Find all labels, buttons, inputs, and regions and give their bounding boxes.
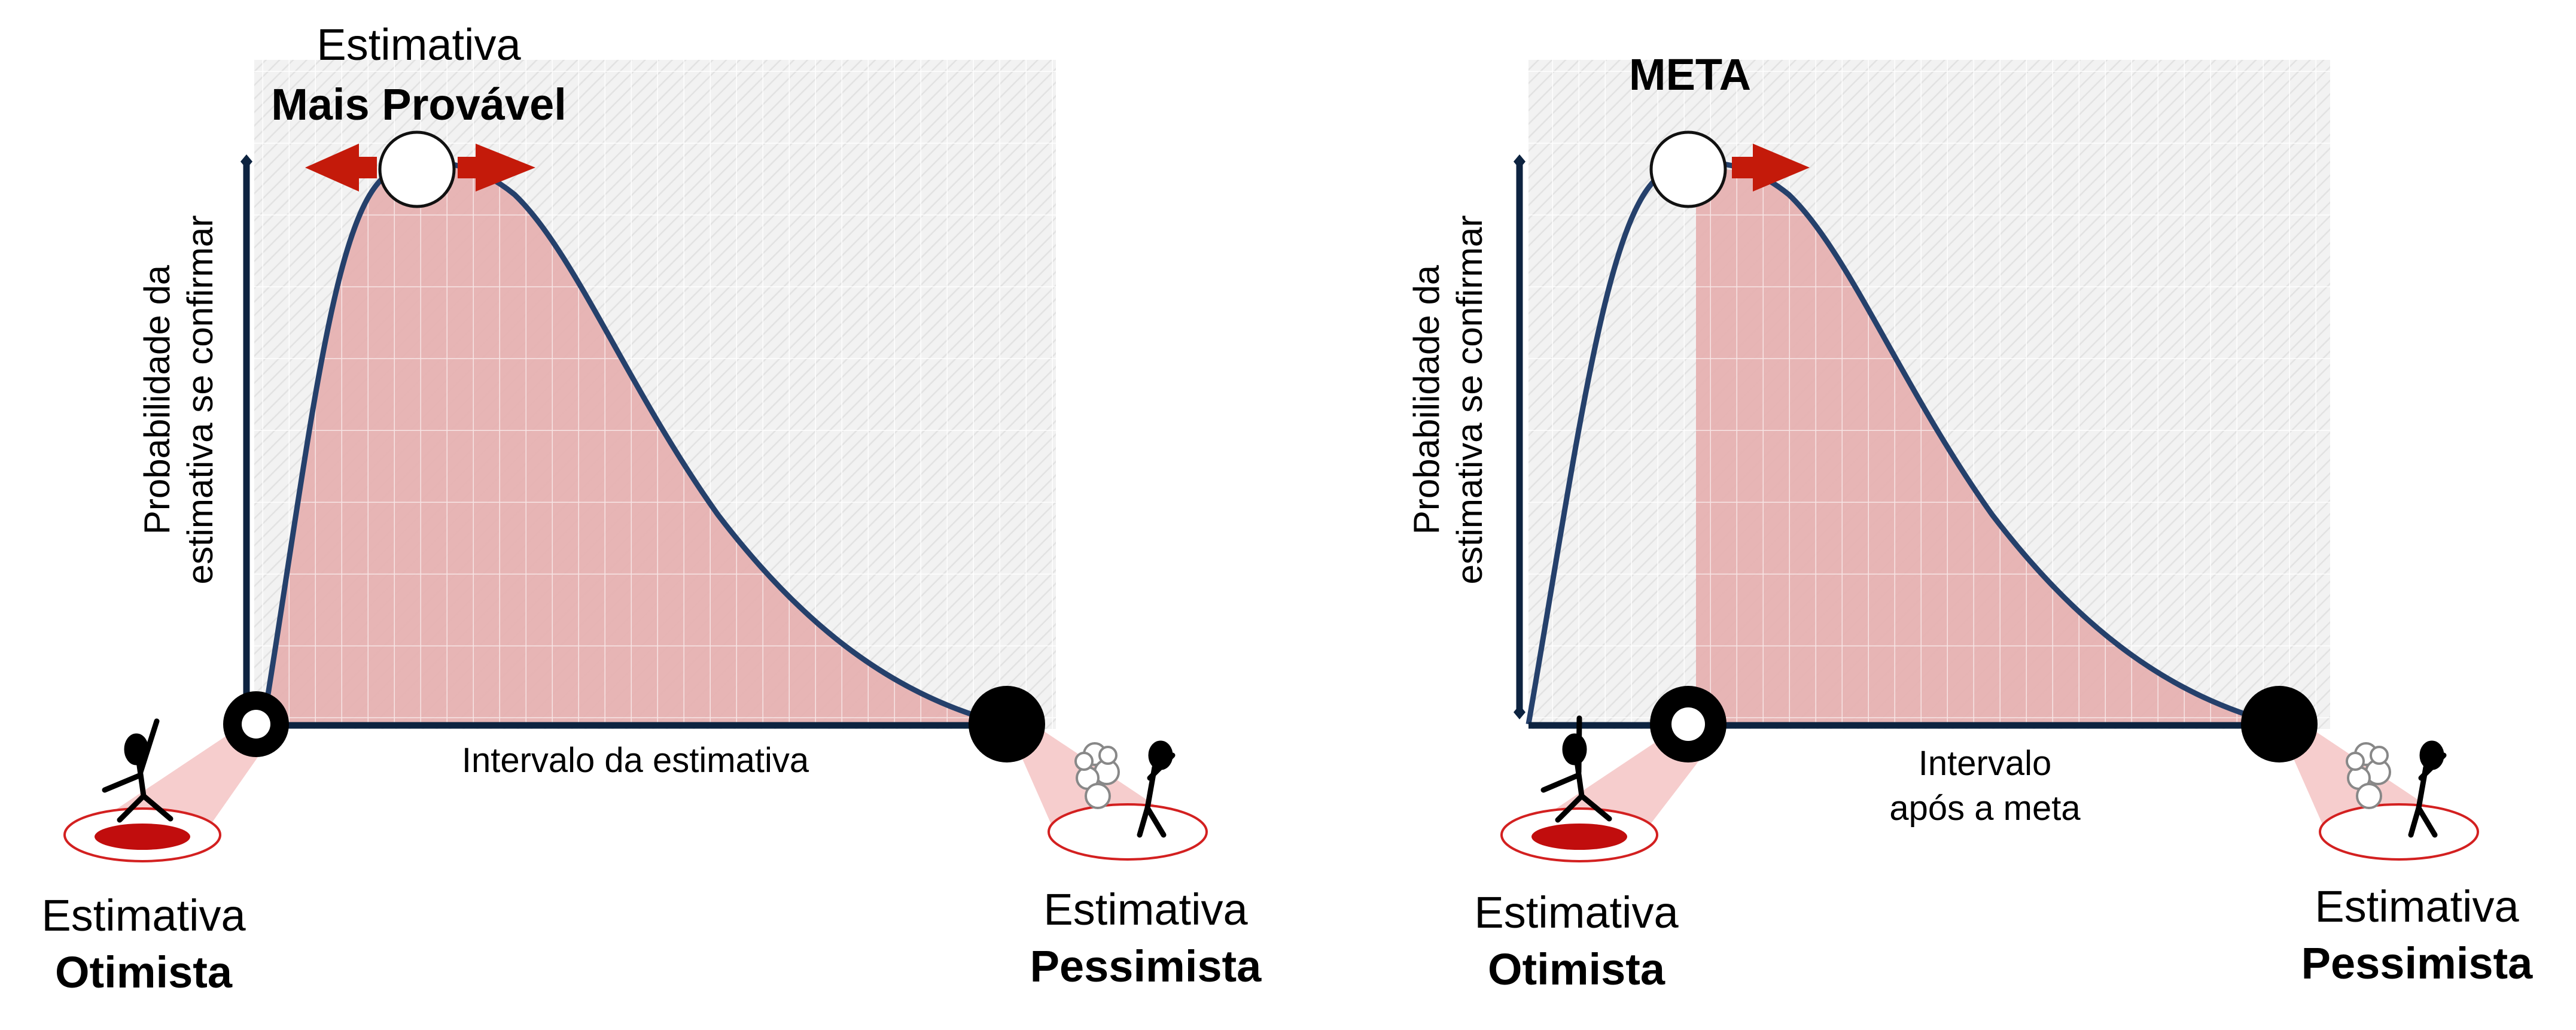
left-arrow-right-icon [458, 144, 535, 192]
right-y-axis-line1: Probabilidade da [1406, 265, 1447, 534]
right-pessimistic-line2: Pessimista [2301, 938, 2534, 988]
right-diagram: META Probabilidade da estimativa se conf… [1406, 50, 2533, 994]
right-x-axis-line2: após a meta [1889, 789, 2081, 828]
right-worried-stick-figure-icon [2346, 740, 2447, 838]
left-top-label: Estimativa [316, 20, 521, 69]
meta-marker [1649, 130, 1727, 208]
right-meta-base-marker-hole [1671, 707, 1705, 741]
left-shaded-area [263, 163, 1005, 724]
right-x-axis-line1: Intervalo [1919, 744, 2051, 783]
left-pessimistic-line2: Pessimista [1030, 941, 1262, 991]
right-optimistic-puddle [1531, 824, 1627, 850]
most-likely-marker [378, 130, 456, 208]
left-y-axis-cap-icon [240, 154, 252, 169]
left-diagram: Estimativa Mais Provável Probabilidade d… [41, 20, 1262, 997]
right-y-axis-top-cap-icon [1514, 154, 1525, 169]
left-top-label-bold: Mais Provável [271, 80, 567, 129]
left-optimistic-marker-hole [242, 710, 270, 739]
right-pessimistic-line1: Estimativa [2315, 882, 2519, 931]
right-optimistic-line1: Estimativa [1474, 888, 1679, 937]
worried-stick-figure-icon [1074, 740, 1176, 838]
right-y-axis-bottom-cap-icon [1514, 705, 1525, 719]
left-probability-curve [260, 160, 1006, 727]
left-pessimistic-line1: Estimativa [1043, 885, 1248, 934]
left-pessimistic-ring [1048, 803, 1208, 861]
right-optimistic-line2: Otimista [1488, 944, 1665, 994]
right-top-label-bold: META [1629, 50, 1751, 99]
right-pessimistic-ring [2319, 803, 2479, 861]
left-y-axis-line1: Probabilidade da [137, 265, 177, 534]
left-pessimistic-marker [969, 686, 1045, 762]
right-probability-curve [1525, 160, 2280, 727]
right-happy-stick-figure-icon [1540, 715, 1612, 823]
left-arrow-left-icon [305, 144, 377, 192]
left-y-axis-line2: estimativa se confirmar [180, 215, 220, 585]
left-optimistic-line2: Otimista [55, 947, 233, 997]
right-y-axis-line2: estimativa se confirmar [1450, 215, 1490, 585]
happy-stick-figure-icon [102, 718, 173, 823]
right-pessimistic-marker [2241, 686, 2318, 762]
left-optimistic-line1: Estimativa [41, 891, 246, 940]
left-optimistic-puddle [95, 824, 190, 850]
right-arrow-right-icon [1732, 144, 1810, 192]
left-x-axis-label: Intervalo da estimativa [462, 741, 809, 780]
right-shaded-area [1696, 169, 2279, 724]
